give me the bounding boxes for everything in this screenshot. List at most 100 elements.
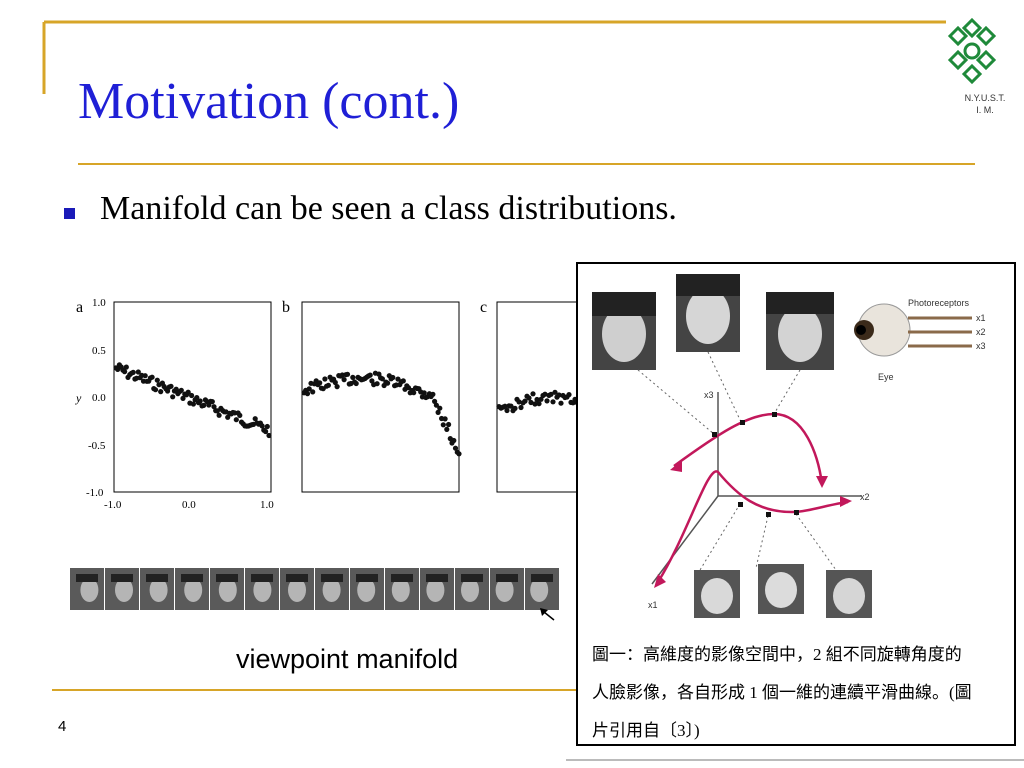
receptor-x1-label: x1 bbox=[976, 313, 986, 323]
scatter-point bbox=[266, 432, 272, 439]
scatter-point bbox=[158, 389, 164, 395]
scatter-point bbox=[405, 385, 412, 391]
y-tick-label: 1.0 bbox=[92, 297, 106, 309]
scatter-point bbox=[168, 383, 174, 389]
face-thumbnail bbox=[350, 568, 384, 610]
scatter-point bbox=[332, 379, 338, 386]
scatter-point bbox=[440, 422, 446, 428]
scatter-point bbox=[135, 369, 141, 375]
scatter-point bbox=[518, 404, 524, 411]
scatter-point bbox=[512, 405, 518, 411]
scatter-point bbox=[185, 389, 191, 395]
face-photo bbox=[826, 570, 872, 618]
photoreceptors-label: Photoreceptors bbox=[908, 298, 970, 308]
arrow-icon bbox=[543, 611, 555, 621]
scatter-point bbox=[433, 402, 439, 408]
face-photo bbox=[592, 292, 656, 370]
panel-c-frame bbox=[496, 301, 580, 493]
scatter-point bbox=[180, 395, 186, 401]
scatter-point bbox=[516, 399, 522, 405]
eye-icon bbox=[854, 303, 911, 357]
scatter-point bbox=[197, 398, 203, 404]
panel-c-points bbox=[496, 389, 580, 414]
panel-a-points bbox=[113, 362, 272, 439]
panel-label-a: a bbox=[76, 299, 83, 316]
scatter-point bbox=[353, 380, 359, 387]
logo-line-1: N.Y.U.S.T. bbox=[964, 93, 1006, 103]
scatter-point bbox=[550, 399, 556, 405]
face-photo bbox=[758, 564, 804, 614]
scatter-point bbox=[508, 403, 514, 409]
scatter-point bbox=[190, 401, 196, 407]
scatter-point bbox=[452, 445, 459, 451]
manifold-diagram: Photoreceptors x1 x2 x3 Eye x3 x2 x1 bbox=[592, 274, 986, 618]
scatter-point bbox=[216, 412, 222, 418]
scatter-point bbox=[317, 380, 323, 386]
slide-title: Motivation (cont.) bbox=[78, 73, 460, 130]
scatter-point bbox=[430, 391, 436, 397]
scatter-point bbox=[451, 437, 457, 444]
scatter-point bbox=[264, 423, 270, 430]
panel-label-b: b bbox=[282, 299, 290, 316]
axis-x1-label: x1 bbox=[648, 600, 658, 610]
scatter-point bbox=[341, 377, 347, 383]
scatter-point bbox=[194, 395, 200, 401]
scatter-point bbox=[237, 412, 243, 418]
scatter-point bbox=[189, 392, 195, 399]
scatter-point bbox=[259, 423, 265, 429]
face-thumbnail bbox=[105, 568, 139, 610]
axis-x3-label: x3 bbox=[704, 390, 714, 400]
scatter-point bbox=[528, 399, 534, 406]
scatter-point bbox=[548, 391, 554, 397]
logo-caption: N.Y.U.S.T. I. M. bbox=[950, 92, 1020, 116]
manifold-scatter-figure: a b c 1.0 0.5 0.0 -0.5 -1.0 y -1.0 0.0 1… bbox=[75, 297, 580, 511]
scatter-point bbox=[435, 409, 441, 415]
y-tick-label: 0.5 bbox=[92, 345, 106, 357]
scatter-point bbox=[444, 426, 450, 432]
scatter-point bbox=[263, 428, 269, 435]
scatter-point bbox=[165, 388, 171, 394]
figure-caption-line-2: 人臉影像，各自形成 1 個一維的連續平滑曲線。(圖 bbox=[592, 683, 972, 702]
axes bbox=[651, 392, 862, 585]
scatter-point bbox=[367, 372, 373, 378]
scatter-point bbox=[556, 392, 562, 398]
scatter-point bbox=[442, 416, 448, 422]
viewpoint-manifold-caption: viewpoint manifold bbox=[236, 644, 459, 674]
y-tick-label: 0.0 bbox=[92, 392, 106, 404]
scatter-point bbox=[446, 421, 452, 428]
face-manifold-figure: Photoreceptors x1 x2 x3 Eye x3 x2 x1 bbox=[576, 262, 1016, 746]
scatter-point bbox=[130, 369, 136, 375]
y-axis-label: y bbox=[75, 391, 82, 405]
scatter-point bbox=[530, 391, 536, 397]
scatter-point bbox=[504, 407, 510, 414]
page-number: 4 bbox=[58, 718, 67, 735]
scatter-point bbox=[154, 377, 160, 383]
scatter-point bbox=[390, 374, 396, 381]
scatter-point bbox=[201, 402, 207, 408]
scatter-point bbox=[532, 401, 538, 407]
scatter-point bbox=[552, 389, 558, 395]
scatter-point bbox=[421, 390, 427, 396]
scatter-point bbox=[566, 392, 572, 398]
scatter-point bbox=[526, 395, 532, 401]
scatter-point bbox=[334, 384, 340, 390]
scatter-point bbox=[379, 376, 385, 382]
scatter-point bbox=[225, 414, 231, 420]
manifold-curves bbox=[656, 412, 849, 583]
scatter-point bbox=[558, 400, 564, 406]
scatter-point bbox=[344, 371, 351, 377]
receptor-x3-label: x3 bbox=[976, 341, 986, 351]
scatter-point bbox=[152, 387, 159, 393]
y-tick-label: -0.5 bbox=[88, 440, 106, 452]
receptor-x2-label: x2 bbox=[976, 327, 986, 337]
projection-lines bbox=[637, 351, 837, 571]
face-thumbnail bbox=[70, 568, 104, 610]
scatter-point bbox=[209, 399, 215, 405]
panel-a-frame bbox=[113, 301, 272, 493]
scatter-point bbox=[211, 404, 217, 410]
scatter-point bbox=[310, 389, 316, 395]
x-tick-label: -1.0 bbox=[104, 499, 122, 511]
scatter-point bbox=[544, 398, 550, 404]
curve-arrowheads bbox=[654, 460, 852, 588]
scatter-point bbox=[149, 374, 155, 380]
